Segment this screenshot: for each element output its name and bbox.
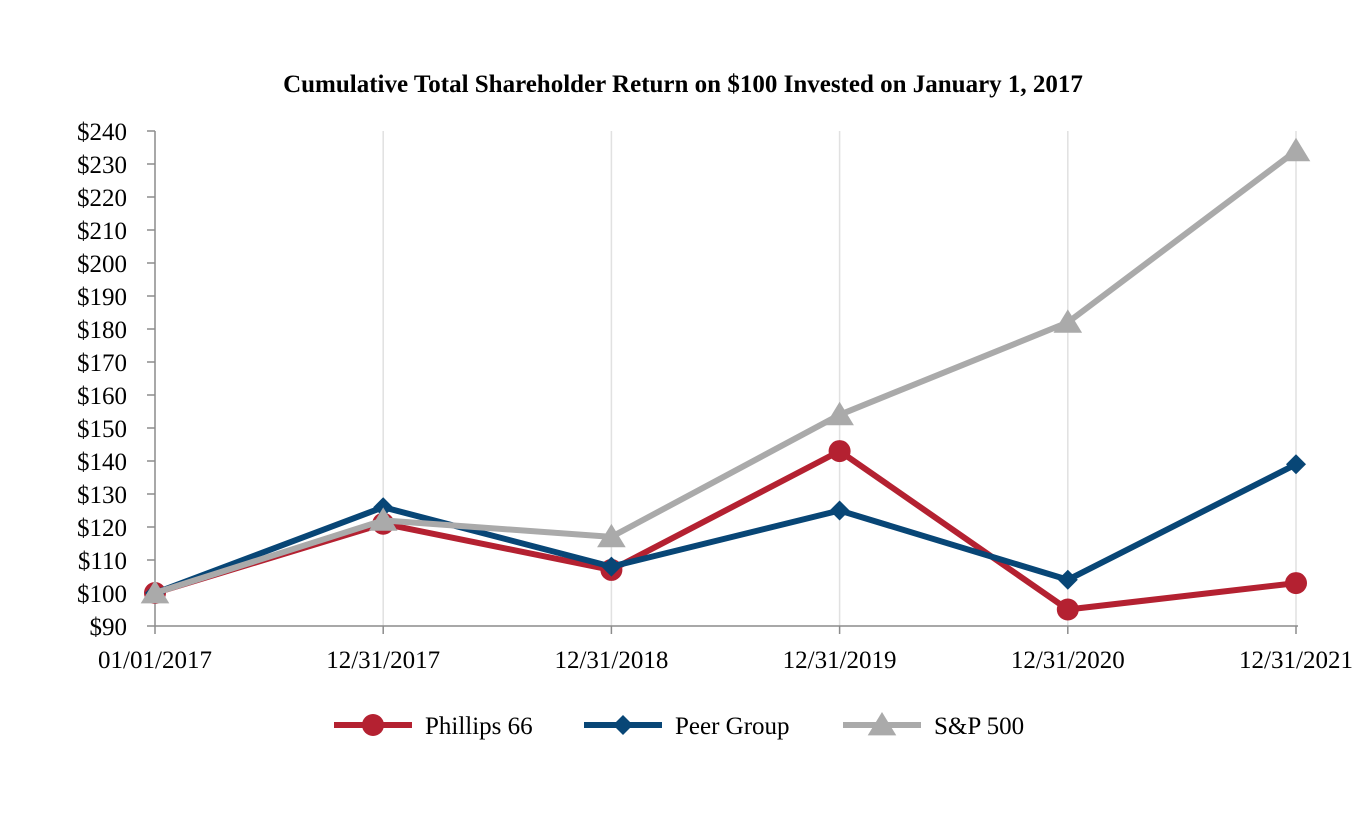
data-point	[368, 507, 398, 531]
legend-marker	[867, 712, 897, 736]
y-tick-label: $200	[77, 251, 127, 278]
y-tick-label: $220	[77, 185, 127, 212]
y-tick-label: $150	[77, 416, 127, 443]
data-point	[601, 556, 622, 577]
data-point	[1281, 137, 1311, 162]
data-point	[829, 500, 850, 521]
legend-item: S&P 500	[843, 712, 1024, 740]
data-point	[1286, 454, 1306, 475]
y-tick-label: $140	[77, 449, 127, 476]
data-point	[373, 497, 394, 518]
series-line	[153, 461, 1298, 596]
legend-label: Peer Group	[675, 713, 790, 740]
y-tick-label: $190	[77, 284, 127, 311]
y-tick-label: $170	[77, 350, 127, 377]
data-point	[1056, 598, 1079, 621]
y-tick-label: $240	[77, 119, 127, 146]
axes: $90 $100 $110 $120 $130 $140 $150 $160 $170 $180 $…	[77, 119, 1353, 674]
series-s-p-500	[140, 137, 1311, 604]
y-tick-label: $230	[77, 152, 127, 179]
y-tick-label: $180	[77, 317, 127, 344]
legend-item: Phillips 66	[334, 713, 533, 740]
x-tick-label: 12/31/2017	[326, 647, 440, 674]
data-point	[825, 401, 854, 426]
y-tick-label: $160	[77, 383, 127, 410]
y-tick-label: $130	[77, 482, 127, 509]
data-point	[140, 580, 170, 604]
y-tick-label: $90	[90, 614, 128, 641]
legend-item: Peer Group	[584, 713, 790, 740]
x-tick-label: 12/31/2020	[1011, 647, 1125, 674]
data-point	[828, 440, 851, 463]
data-point	[1057, 569, 1078, 590]
legend: Phillips 66 Peer Group S&P 500	[334, 712, 1024, 740]
chart-title: Cumulative Total Shareholder Return on $…	[283, 71, 1083, 98]
y-tick-label: $120	[77, 515, 127, 542]
legend-label: S&P 500	[934, 713, 1024, 740]
series	[140, 137, 1311, 621]
data-point	[1285, 572, 1307, 595]
x-tick-label: 12/31/2018	[554, 647, 668, 674]
y-tick-label: $100	[77, 581, 127, 608]
series-line	[154, 148, 1298, 596]
x-tick-label: 12/31/2021	[1239, 647, 1353, 674]
y-tick-label: $210	[77, 218, 127, 245]
data-point	[1053, 309, 1083, 333]
data-point	[597, 523, 626, 548]
legend-marker	[613, 715, 633, 735]
x-tick-label: 01/01/2017	[98, 647, 212, 674]
y-tick-label: $110	[78, 548, 127, 575]
legend-label: Phillips 66	[425, 713, 533, 740]
legend-marker	[362, 714, 384, 736]
x-tick-label: 12/31/2019	[783, 647, 897, 674]
